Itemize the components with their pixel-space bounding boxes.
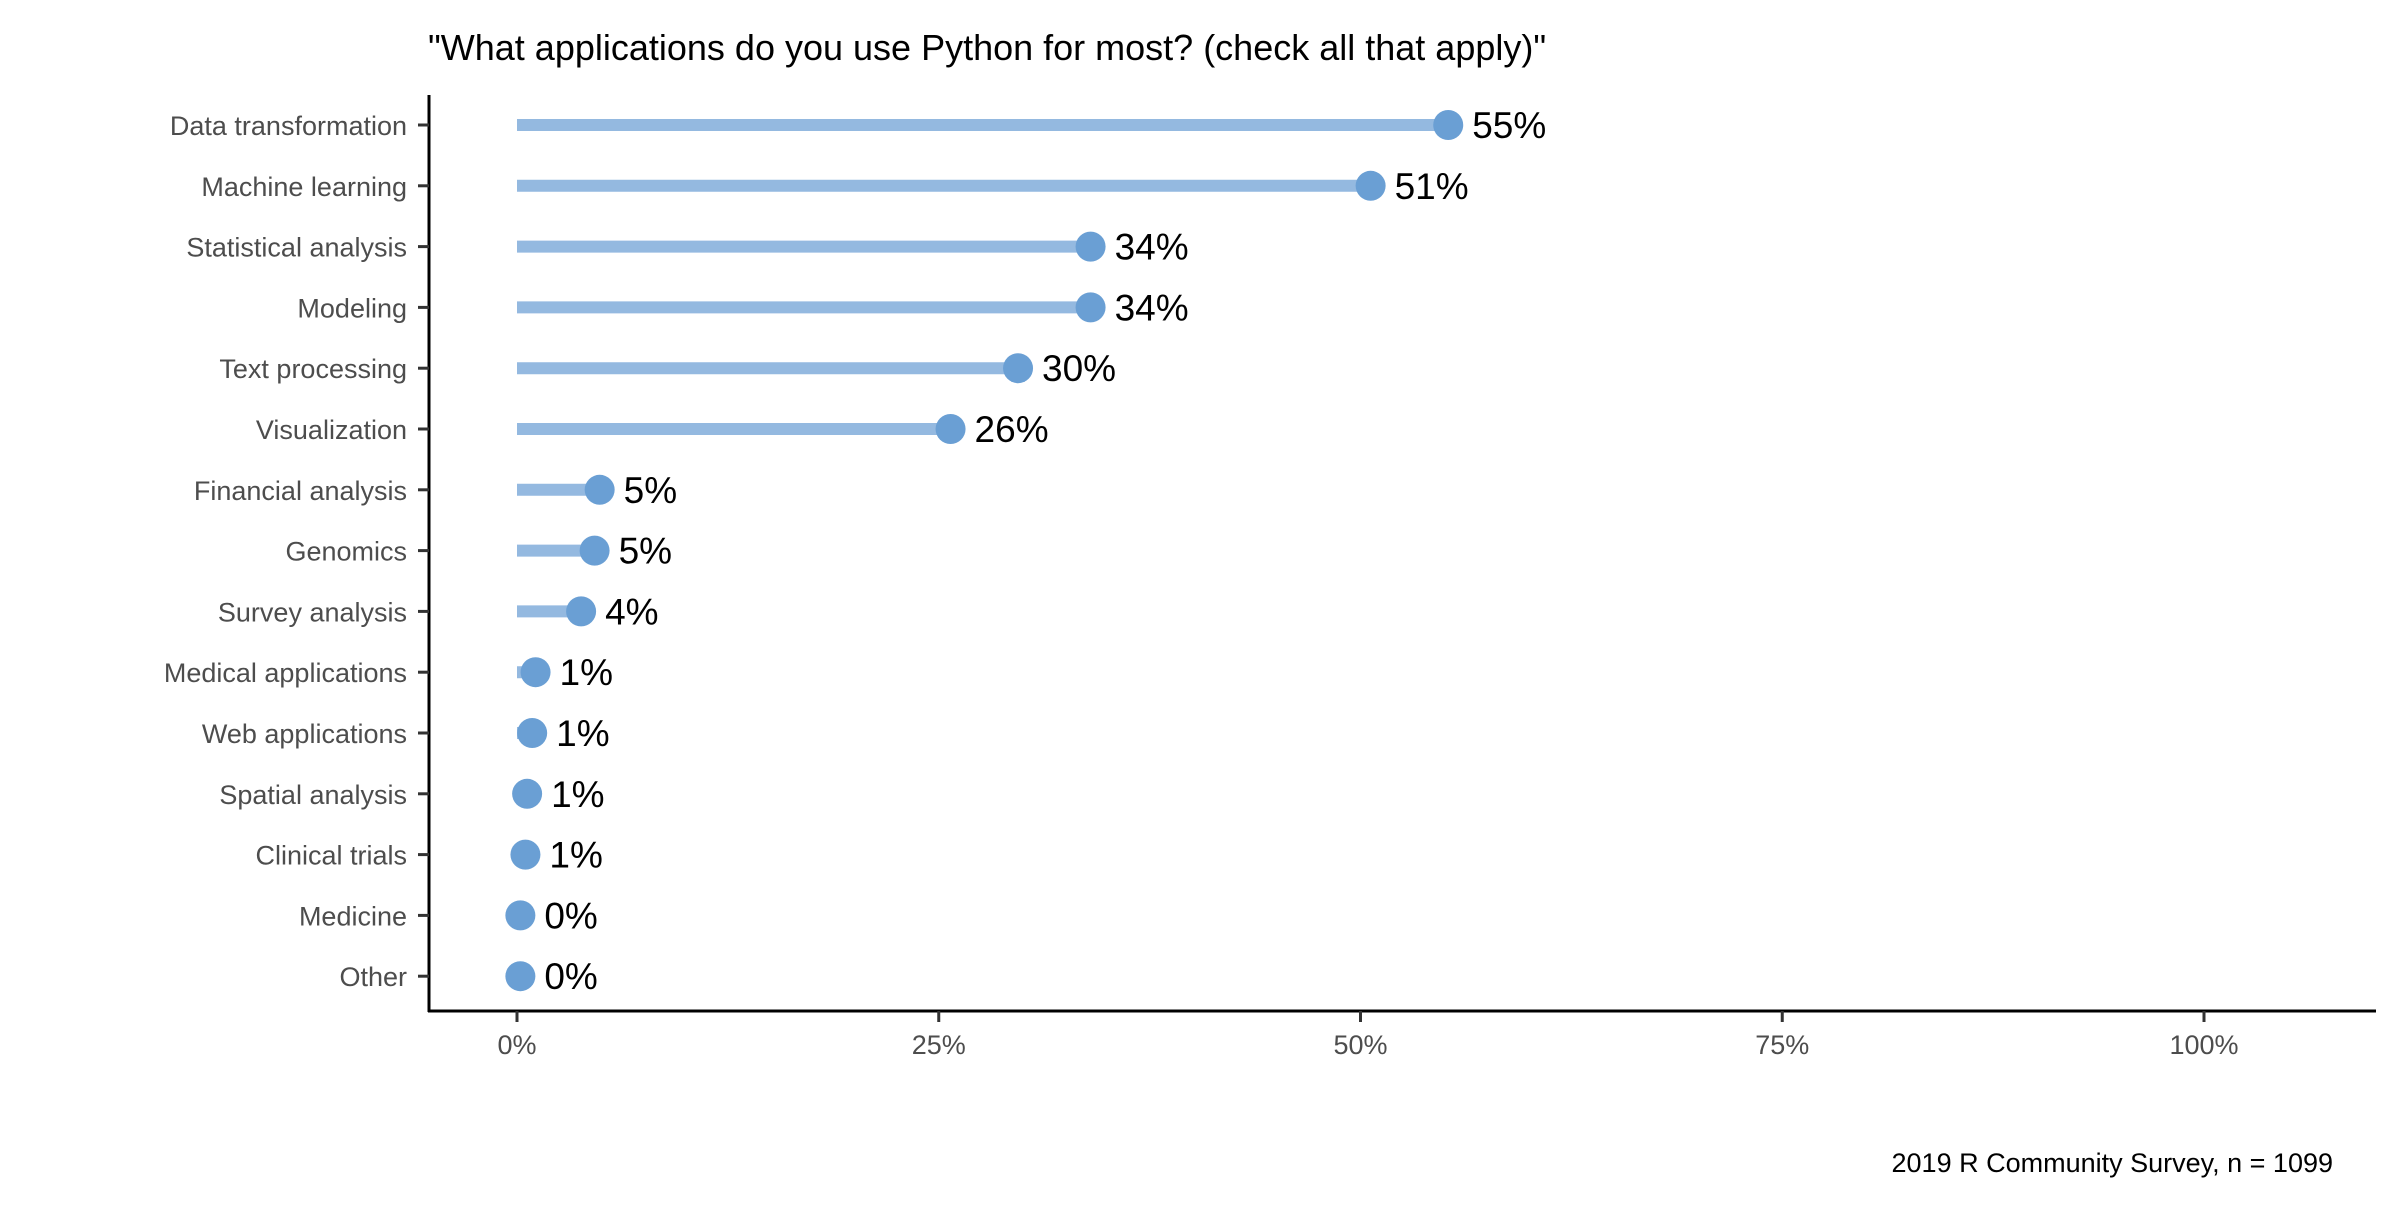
point-12 [510,839,541,870]
data-label-0: 55% [1472,105,1546,146]
x-tick-label-3: 75% [1755,1030,1809,1060]
point-0 [1433,110,1464,140]
x-tick-label-2: 50% [1333,1030,1387,1060]
data-label-9: 1% [560,652,613,693]
point-4 [1003,353,1034,384]
data-label-7: 5% [619,531,672,572]
y-tick-label-9: Medical applications [164,658,407,688]
y-tick-label-4: Text processing [219,354,407,384]
y-tick-label-8: Survey analysis [218,597,407,627]
x-axis-ticks: 0% 25% 50% 75% 100% [497,1011,2239,1060]
data-label-2: 34% [1115,227,1189,268]
data-label-13: 0% [544,895,597,936]
point-9 [520,657,551,688]
data-label-3: 34% [1115,287,1189,328]
data-label-1: 51% [1395,166,1469,207]
point-10 [517,718,548,748]
point-8 [566,596,597,627]
data-label-4: 30% [1042,348,1116,389]
point-6 [584,474,615,505]
point-2 [1075,231,1106,262]
x-tick-label-1: 25% [912,1030,966,1060]
y-tick-label-12: Clinical trials [255,841,407,871]
y-tick-label-0: Data transformation [170,111,407,141]
y-tick-label-7: Genomics [285,537,407,567]
point-1 [1355,170,1386,201]
point-7 [579,535,610,566]
y-tick-label-6: Financial analysis [194,476,407,506]
y-tick-label-3: Modeling [297,293,407,323]
point-13 [505,900,536,931]
data-label-8: 4% [605,591,658,632]
plot-area: 55%51% 34% 34% 30% 26% 5% 5% 4% 1% 1% 1% 1% 0% 0% [505,105,1546,997]
data-label-5: 26% [975,409,1049,450]
chart-title: "What applications do you use Python for… [428,27,1546,68]
data-label-14: 0% [544,956,597,997]
data-label-11: 1% [551,774,604,815]
x-tick-label-0: 0% [497,1030,536,1060]
y-tick-label-13: Medicine [299,901,407,931]
y-tick-label-5: Visualization [256,415,407,445]
data-label-10: 1% [556,713,609,754]
x-tick-label-4: 100% [2169,1030,2238,1060]
y-tick-label-2: Statistical analysis [186,233,407,263]
y-tick-label-11: Spatial analysis [219,780,407,810]
data-label-12: 1% [549,835,602,876]
point-14 [505,961,536,992]
point-3 [1075,292,1106,323]
y-tick-label-10: Web applications [202,719,407,749]
point-11 [512,778,543,809]
data-label-6: 5% [624,470,677,511]
point-5 [935,414,966,444]
y-tick-label-14: Other [339,962,407,992]
y-tick-label-1: Machine learning [201,172,407,202]
chart-caption: 2019 R Community Survey, n = 1099 [1892,1148,2333,1178]
